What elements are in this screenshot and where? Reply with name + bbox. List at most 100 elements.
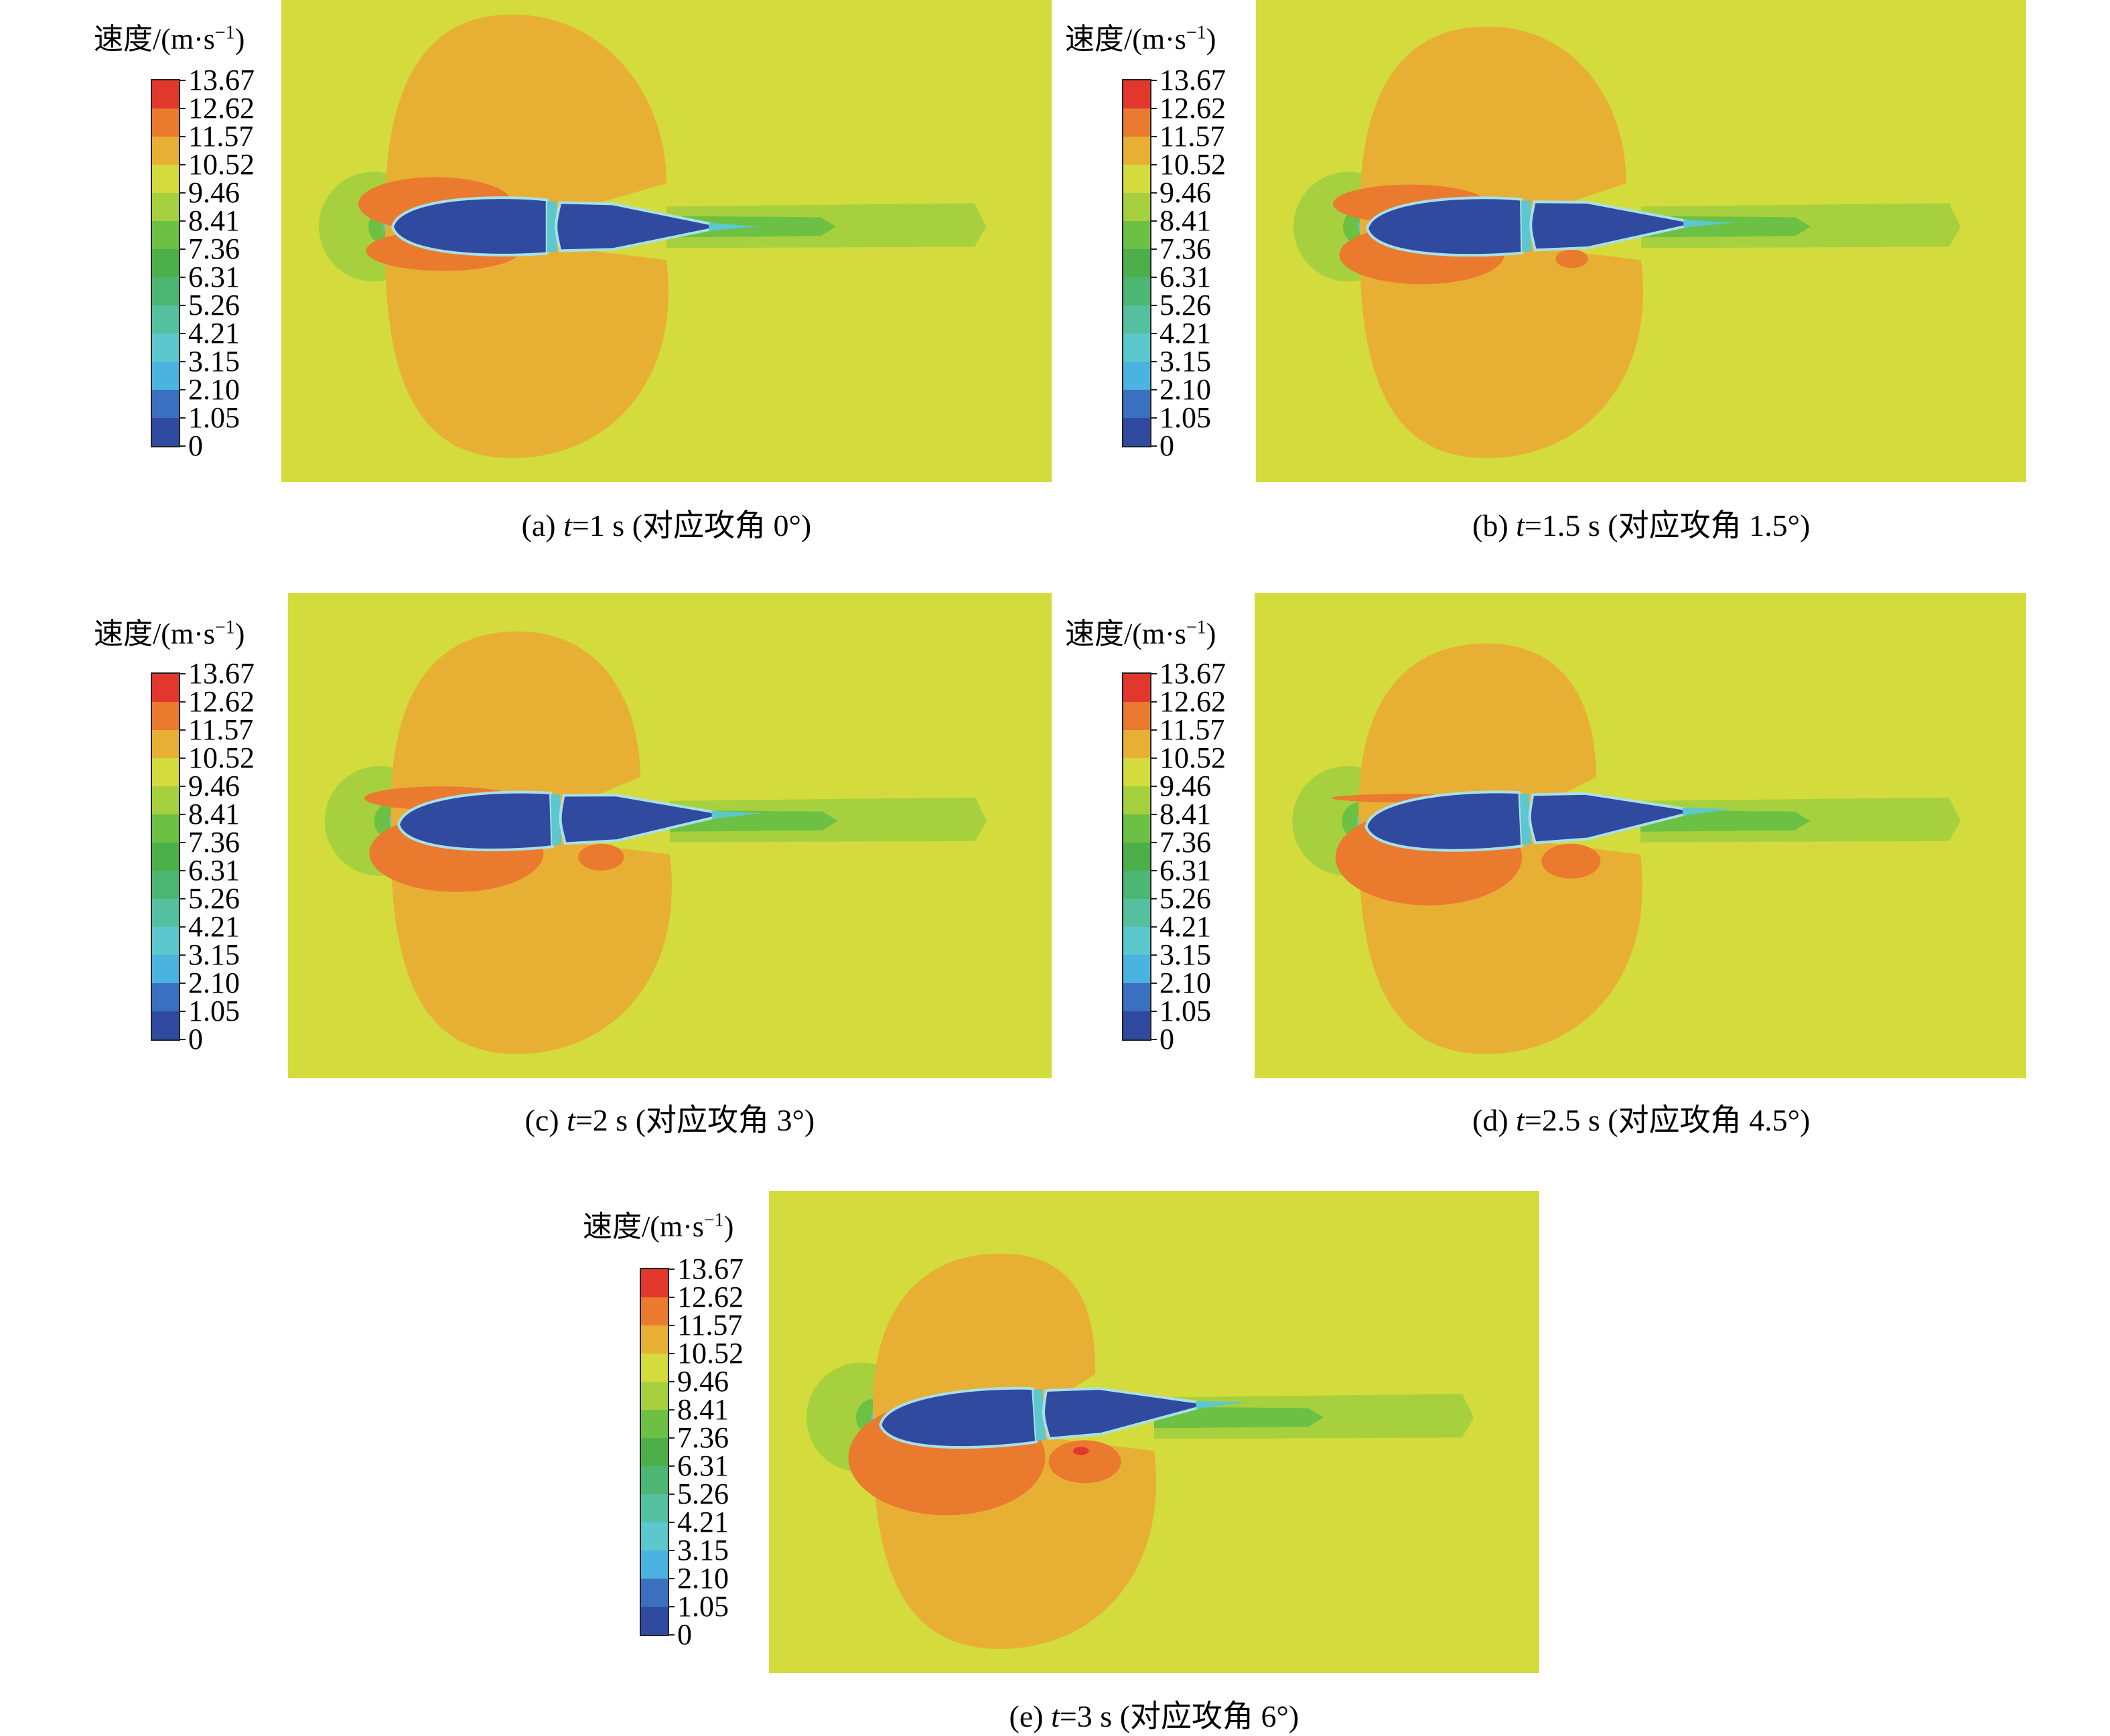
legend-tick-label: 6.31 [1159, 261, 1211, 293]
legend-tick-label: 4.21 [188, 910, 240, 943]
body-group [879, 1386, 1247, 1449]
legend-tick-mark [179, 220, 186, 222]
legend-tick-mark [1150, 898, 1157, 899]
gap-region [551, 794, 562, 846]
legend-tick-label: 3.15 [1159, 345, 1211, 378]
legend-tick-label: 11.57 [1159, 713, 1225, 746]
legend-tick-label: 3.15 [677, 1534, 729, 1567]
legend-tick-label: 8.41 [677, 1393, 729, 1426]
legend-tick-mark [1150, 417, 1157, 419]
legend-tick-label: 13.67 [677, 1252, 744, 1285]
legend-swatch [152, 758, 179, 786]
legend-tick-mark [179, 898, 186, 899]
legend-tick-mark [179, 786, 186, 787]
legend-swatch [641, 1522, 668, 1550]
legend-swatch [1123, 786, 1150, 814]
legend-swatch [641, 1466, 668, 1494]
legend-swatch [152, 702, 179, 730]
legend-tick-label: 2.10 [188, 966, 240, 999]
caption-label: (a) [521, 508, 564, 542]
legend-swatch [152, 80, 179, 108]
legend-tick-label: 12.62 [677, 1281, 744, 1313]
legend-swatch [1123, 418, 1150, 446]
legend-tick-label: 5.26 [1159, 289, 1211, 321]
legend-tick-mark [1150, 983, 1157, 984]
legend-tick-mark [668, 1381, 675, 1382]
forebody [879, 1386, 1038, 1449]
legend-tick-mark [668, 1550, 675, 1551]
caption-time-symbol: t [563, 508, 572, 542]
legend-tick-label: 8.41 [188, 204, 240, 237]
legend-tick-mark [179, 954, 186, 956]
legend-tick-label: 5.26 [1159, 882, 1211, 915]
legend-tick-label: 12.62 [1159, 92, 1226, 125]
legend-colorbar [1122, 672, 1151, 1041]
legend-tick-mark [1150, 136, 1157, 137]
legend-swatch [1123, 334, 1150, 362]
caption-text: =3 s (对应攻角 6°) [1059, 1699, 1299, 1733]
legend-tick-mark [179, 701, 186, 703]
tail-tip [1196, 1400, 1247, 1409]
legend-tick-label: 11.57 [188, 713, 254, 746]
legend-tick-label: 0 [188, 1023, 203, 1056]
velocity-contour-field [288, 593, 1052, 1078]
legend-tick-label: 0 [1159, 1023, 1174, 1056]
tail-tip [709, 222, 759, 231]
legend-tick-label: 3.15 [188, 938, 240, 971]
legend-swatch [152, 334, 179, 362]
legend-tick-label: 1.05 [1159, 401, 1211, 434]
velocity-contour-field [281, 0, 1052, 482]
panel-caption: (a) t=1 s (对应攻角 0°) [522, 501, 812, 545]
legend-swatch [152, 899, 179, 927]
legend-tick-label: 7.36 [677, 1421, 729, 1454]
legend-title-close: ) [1206, 23, 1216, 56]
wake-core [1154, 1406, 1324, 1429]
legend-tick-label: 11.57 [677, 1309, 743, 1342]
afterbody [555, 201, 725, 252]
legend-tick-label: 6.31 [188, 261, 240, 293]
gap-region [1033, 1389, 1046, 1441]
legend-tick-mark [668, 1409, 675, 1410]
legend-tick-label: 1.05 [677, 1590, 729, 1623]
legend-tick-mark [1150, 445, 1157, 447]
legend-tick-mark [668, 1437, 675, 1439]
legend-tick-mark [668, 1606, 675, 1607]
legend-swatch [1123, 674, 1150, 702]
legend-swatch [1123, 1011, 1150, 1039]
legend-tick-mark [1150, 757, 1157, 759]
legend-tick-mark [668, 1578, 675, 1579]
legend-swatch [152, 277, 179, 305]
legend-tick-label: 3.15 [188, 345, 240, 378]
panel-caption: (d) t=2.5 s (对应攻角 4.5°) [1472, 1096, 1810, 1140]
legend-tick-mark [179, 983, 186, 984]
legend-tick-label: 0 [188, 429, 203, 462]
legend-colorbar [640, 1268, 669, 1636]
legend-tick-label: 13.67 [188, 657, 255, 690]
legend-tick-mark [179, 333, 186, 334]
legend-swatch [1123, 758, 1150, 786]
legend-tick-label: 4.21 [677, 1506, 729, 1538]
legend-tick-label: 1.05 [1159, 995, 1211, 1027]
legend-title-exponent: −1 [1186, 22, 1206, 44]
legend-tick-label: 4.21 [1159, 317, 1211, 350]
legend-tick-mark [1150, 1039, 1157, 1040]
legend-swatch [152, 221, 179, 249]
legend-tick-label: 5.26 [677, 1477, 729, 1510]
legend-swatch [641, 1410, 668, 1438]
legend-tick-mark [1150, 192, 1157, 194]
legend-tick-label: 2.10 [188, 373, 240, 406]
legend-tick-mark [179, 361, 186, 362]
legend-swatch [1123, 814, 1150, 843]
legend-tick-mark [179, 108, 186, 109]
legend-title: 速度/(m·s−1) [94, 15, 244, 58]
body-group [397, 790, 762, 851]
legend-swatch [641, 1297, 668, 1325]
legend-tick-label: 9.46 [188, 770, 240, 802]
legend-swatch [152, 249, 179, 277]
legend-tick-mark [179, 192, 186, 194]
legend-tick-label: 10.52 [677, 1337, 744, 1370]
caption-label: (e) [1009, 1699, 1052, 1733]
legend-tick-mark [179, 673, 186, 674]
legend-tick-label: 13.67 [1159, 657, 1226, 690]
caption-text: =1.5 s (对应攻角 1.5°) [1524, 508, 1811, 542]
